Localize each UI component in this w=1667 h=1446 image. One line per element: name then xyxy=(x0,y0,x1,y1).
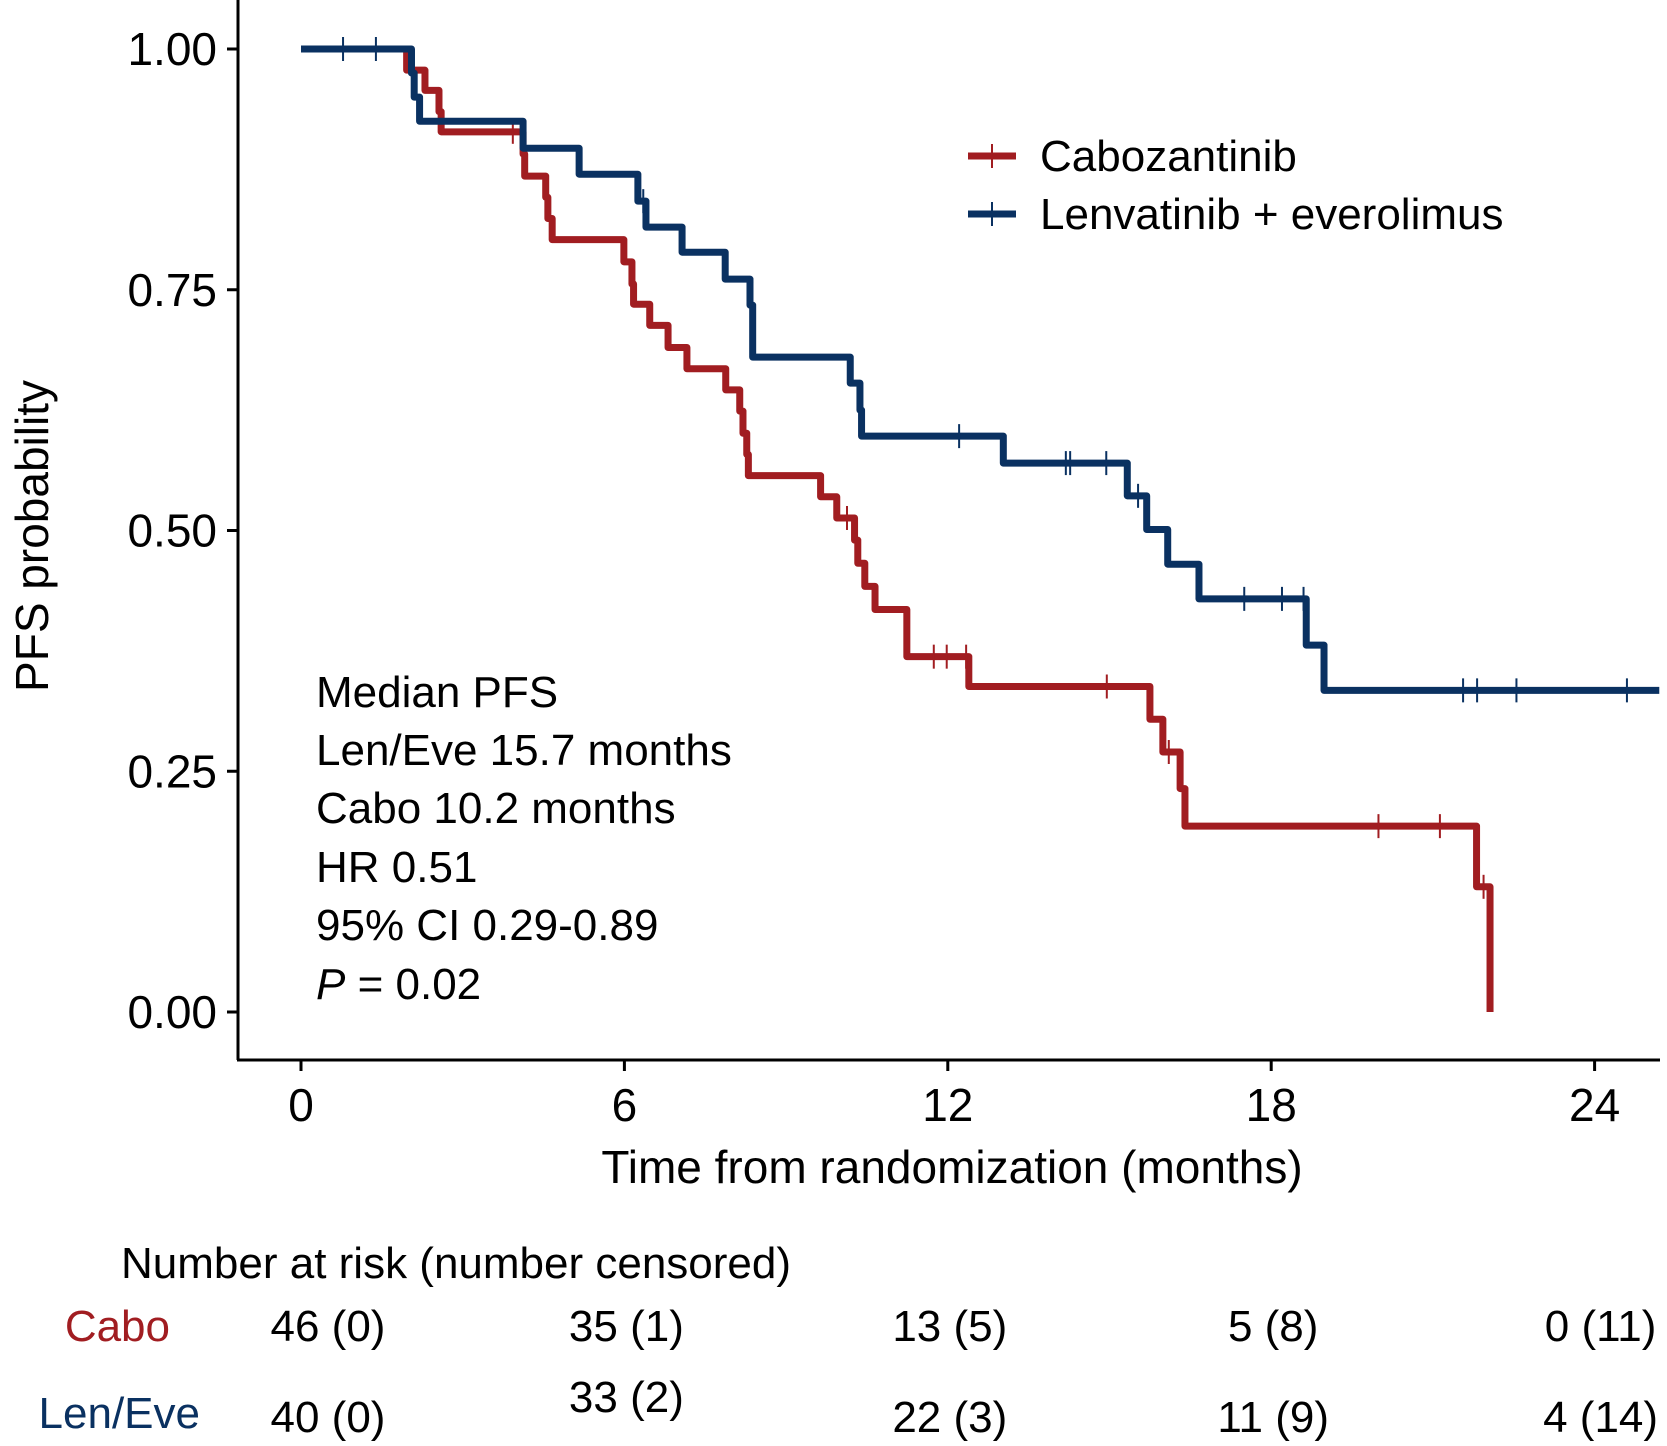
x-axis-title: Time from randomization (months) xyxy=(601,1141,1302,1193)
legend-item-cabozantinib: Cabozantinib xyxy=(968,132,1297,181)
series-layer xyxy=(301,37,1660,1012)
annotation-hazard-ratio: HR 0.51 xyxy=(316,843,477,892)
legend: Cabozantinib Lenvatinib + everolimus xyxy=(968,132,1503,239)
legend-item-lenvatinib-everolimus: Lenvatinib + everolimus xyxy=(968,190,1503,239)
median-pfs-annotation: Median PFS Len/Eve 15.7 months Cabo 10.2… xyxy=(316,668,732,1009)
x-tick-label: 0 xyxy=(288,1079,314,1131)
legend-label-lenvatinib-everolimus: Lenvatinib + everolimus xyxy=(1040,190,1503,239)
x-ticks: 0 6 12 18 24 xyxy=(288,1060,1620,1131)
y-tick-label: 0.25 xyxy=(127,745,217,797)
y-tick-label: 0.75 xyxy=(127,264,217,316)
series-leneve xyxy=(301,37,1660,703)
risk-cell-len-eve: 40 (0) xyxy=(271,1393,386,1442)
p-value-text: = 0.02 xyxy=(345,960,481,1009)
x-tick-label: 12 xyxy=(922,1079,973,1131)
risk-table-title: Number at risk (number censored) xyxy=(121,1239,791,1288)
risk-cells: 46 (0) 35 (1) 13 (5) 5 (8) 0 (11) 40 (0) 33 (2… xyxy=(271,1302,1659,1442)
y-axis-title: PFS probability xyxy=(6,380,58,692)
km-curve-leneve xyxy=(301,45,1660,694)
y-tick-label: 1.00 xyxy=(127,23,217,75)
y-tick-label: 0.50 xyxy=(127,505,217,557)
risk-row-label-len-eve: Len/Eve xyxy=(39,1389,200,1438)
risk-cell-len-eve: 11 (9) xyxy=(1217,1393,1329,1442)
legend-label-cabozantinib: Cabozantinib xyxy=(1040,132,1297,181)
km-curve-cabo xyxy=(301,45,1494,1012)
risk-cell-cabo: 5 (8) xyxy=(1228,1302,1318,1351)
series-cabo xyxy=(301,45,1494,1012)
risk-cell-cabo: 0 (11) xyxy=(1545,1302,1657,1351)
annotation-cabo-median: Cabo 10.2 months xyxy=(316,784,676,833)
y-ticks: 0.00 0.25 0.50 0.75 1.00 xyxy=(127,23,238,1038)
risk-cell-len-eve: 33 (2) xyxy=(569,1373,684,1422)
p-symbol: P xyxy=(316,960,346,1009)
risk-row-label-cabo: Cabo xyxy=(65,1302,170,1351)
annotation-p-value: P = 0.02 xyxy=(316,960,481,1009)
axes: 0.00 0.25 0.50 0.75 1.00 0 6 12 18 24 xyxy=(127,0,1660,1131)
x-tick-label: 24 xyxy=(1569,1079,1620,1131)
risk-cell-cabo: 35 (1) xyxy=(569,1302,684,1351)
risk-cell-cabo: 13 (5) xyxy=(892,1302,1007,1351)
x-tick-label: 6 xyxy=(612,1079,638,1131)
annotation-median-pfs-title: Median PFS xyxy=(316,668,558,717)
risk-cell-len-eve: 22 (3) xyxy=(892,1393,1007,1442)
risk-cell-len-eve: 4 (14) xyxy=(1543,1393,1658,1442)
annotation-confidence-interval: 95% CI 0.29-0.89 xyxy=(316,901,658,950)
y-tick-label: 0.00 xyxy=(127,986,217,1038)
annotation-len-eve-median: Len/Eve 15.7 months xyxy=(316,726,732,775)
risk-table: Number at risk (number censored) Cabo Le… xyxy=(39,1239,1659,1442)
x-tick-label: 18 xyxy=(1246,1079,1297,1131)
risk-cell-cabo: 46 (0) xyxy=(271,1302,386,1351)
